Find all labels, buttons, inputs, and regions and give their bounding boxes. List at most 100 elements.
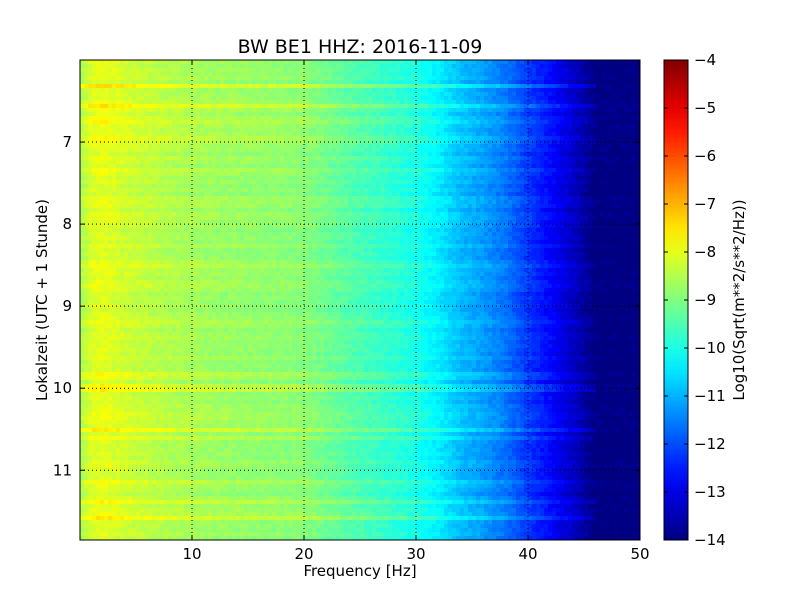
heatmap-cell <box>224 124 229 129</box>
heatmap-cell <box>636 132 640 137</box>
heatmap-cell <box>164 84 169 89</box>
heatmap-cell <box>352 68 357 73</box>
heatmap-cell <box>364 176 369 181</box>
heatmap-cell <box>620 196 625 201</box>
heatmap-cell <box>260 68 265 73</box>
heatmap-cell <box>520 72 525 77</box>
heatmap-cell <box>592 132 597 137</box>
heatmap-cell <box>172 188 177 193</box>
heatmap-cell <box>228 144 233 149</box>
heatmap-cell <box>116 60 121 65</box>
heatmap-cell <box>104 148 109 153</box>
heatmap-cell <box>272 108 277 113</box>
heatmap-cell <box>344 176 349 181</box>
heatmap-cell <box>496 156 501 161</box>
heatmap-cell <box>552 112 557 117</box>
heatmap-cell <box>148 160 153 165</box>
heatmap-cell <box>596 128 601 133</box>
heatmap-cell <box>408 160 413 165</box>
heatmap-cell <box>540 156 545 161</box>
heatmap-cell <box>228 132 233 137</box>
heatmap-cell <box>428 144 433 149</box>
heatmap-cell <box>544 196 549 201</box>
heatmap-cell <box>260 124 265 129</box>
heatmap-cell <box>124 108 129 113</box>
heatmap-cell <box>616 116 621 121</box>
heatmap-cell <box>420 140 425 145</box>
heatmap-cell <box>392 144 397 149</box>
heatmap-cell <box>120 88 125 93</box>
heatmap-cell <box>412 180 417 185</box>
heatmap-cell <box>444 60 449 65</box>
heatmap-cell <box>216 108 221 113</box>
heatmap-cell <box>388 80 393 85</box>
heatmap-cell <box>556 108 561 113</box>
heatmap-cell <box>228 180 233 185</box>
heatmap-cell <box>460 160 465 165</box>
heatmap-cell <box>332 180 337 185</box>
heatmap-cell <box>380 72 385 77</box>
heatmap-cell <box>384 196 389 201</box>
heatmap-cell <box>268 192 273 197</box>
heatmap-cell <box>284 136 289 141</box>
heatmap-cell <box>544 96 549 101</box>
heatmap-cell <box>592 60 597 65</box>
heatmap-cell <box>84 156 89 161</box>
heatmap-cell <box>580 88 585 93</box>
heatmap-cell <box>612 100 617 105</box>
heatmap-cell <box>152 108 157 113</box>
heatmap-cell <box>476 108 481 113</box>
heatmap-cell <box>300 104 305 109</box>
heatmap-cell <box>196 104 201 109</box>
heatmap-cell <box>600 84 605 89</box>
heatmap-cell <box>228 148 233 153</box>
heatmap-cell <box>132 120 137 125</box>
heatmap-cell <box>324 64 329 69</box>
heatmap-cell <box>280 76 285 81</box>
heatmap-cell <box>140 160 145 165</box>
heatmap-cell <box>216 72 221 77</box>
heatmap-cell <box>80 164 85 169</box>
heatmap-cell <box>84 64 89 69</box>
heatmap-cell <box>212 64 217 69</box>
heatmap-cell <box>212 164 217 169</box>
heatmap-cell <box>636 128 640 133</box>
heatmap-cell <box>216 112 221 117</box>
heatmap-cell <box>508 196 513 201</box>
heatmap-cell <box>404 60 409 65</box>
heatmap-cell <box>608 76 613 81</box>
heatmap-cell <box>400 188 405 193</box>
heatmap-cell <box>196 180 201 185</box>
heatmap-cell <box>272 144 277 149</box>
heatmap-cell <box>544 100 549 105</box>
heatmap-cell <box>616 132 621 137</box>
heatmap-cell <box>380 164 385 169</box>
heatmap-cell <box>360 140 365 145</box>
heatmap-cell <box>544 128 549 133</box>
heatmap-cell <box>144 140 149 145</box>
heatmap-cell <box>476 140 481 145</box>
heatmap-cell <box>156 128 161 133</box>
heatmap-cell <box>532 176 537 181</box>
heatmap-cell <box>292 168 297 173</box>
heatmap-cell <box>488 164 493 169</box>
heatmap-cell <box>476 156 481 161</box>
heatmap-cell <box>116 120 121 125</box>
heatmap-cell <box>360 80 365 85</box>
heatmap-cell <box>460 100 465 105</box>
heatmap-cell <box>208 72 213 77</box>
heatmap-cell <box>388 196 393 201</box>
heatmap-cell <box>344 148 349 153</box>
heatmap-cell <box>460 76 465 81</box>
heatmap-cell <box>240 200 245 205</box>
heatmap-cell <box>144 176 149 181</box>
heatmap-cell <box>224 72 229 77</box>
heatmap-cell <box>544 92 549 97</box>
heatmap-cell <box>204 84 209 89</box>
heatmap-cell <box>268 180 273 185</box>
heatmap-cell <box>364 68 369 73</box>
heatmap-cell <box>384 136 389 141</box>
heatmap-cell <box>272 148 277 153</box>
heatmap-cell <box>432 80 437 85</box>
heatmap-cell <box>428 176 433 181</box>
